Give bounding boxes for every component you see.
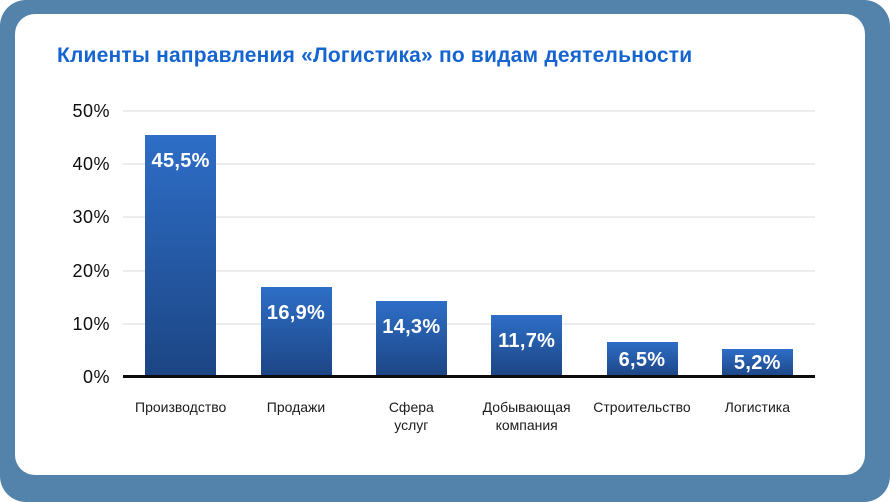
gridline [123, 322, 815, 325]
plot-area: 50% 40% 30% 20% 10% 0% 45,5% Производство 16,9% П… [15, 14, 865, 475]
x-axis-label: Добывающая компания [482, 399, 571, 433]
gridline [123, 216, 815, 219]
x-axis-label: Продажи [266, 399, 326, 415]
y-axis-label: 20% [72, 260, 110, 281]
bar-value-label: 11,7% [498, 329, 556, 352]
y-axis-label: 30% [72, 207, 110, 228]
chart-title: Клиенты направления «Логистика» по видам… [57, 44, 693, 67]
x-axis-line [123, 375, 815, 378]
bar-3: 14,3% [375, 300, 447, 377]
x-axis-label: Сфера услуг [388, 399, 434, 433]
y-axis-label: 40% [72, 154, 110, 175]
x-axis-label: Строительство [593, 399, 691, 415]
bar-value-label: 14,3% [382, 315, 441, 338]
y-axis-label: 50% [72, 101, 110, 121]
chart-card: Клиенты направления «Логистика» по видам… [15, 14, 865, 475]
bar-value-label: 16,9% [266, 302, 326, 325]
x-axis-label: Логистика [724, 399, 790, 415]
gridline [123, 110, 815, 112]
y-axis-label: 0% [82, 367, 110, 387]
x-axis-label: Производство [135, 399, 227, 415]
bar-value-label: 45,5% [151, 149, 210, 172]
bar-value-label: 6,5% [618, 348, 666, 371]
bar-2: 16,9% [260, 287, 332, 377]
bar-4: 11,7% [491, 314, 563, 377]
gridline [123, 269, 815, 272]
bar-6: 5,2% [721, 349, 793, 377]
bar-5: 6,5% [606, 342, 678, 377]
bar-value-label: 5,2% [733, 352, 781, 375]
gridline [123, 163, 815, 166]
bar-1: 45,5% [145, 134, 217, 377]
y-axis-label: 10% [72, 313, 110, 334]
